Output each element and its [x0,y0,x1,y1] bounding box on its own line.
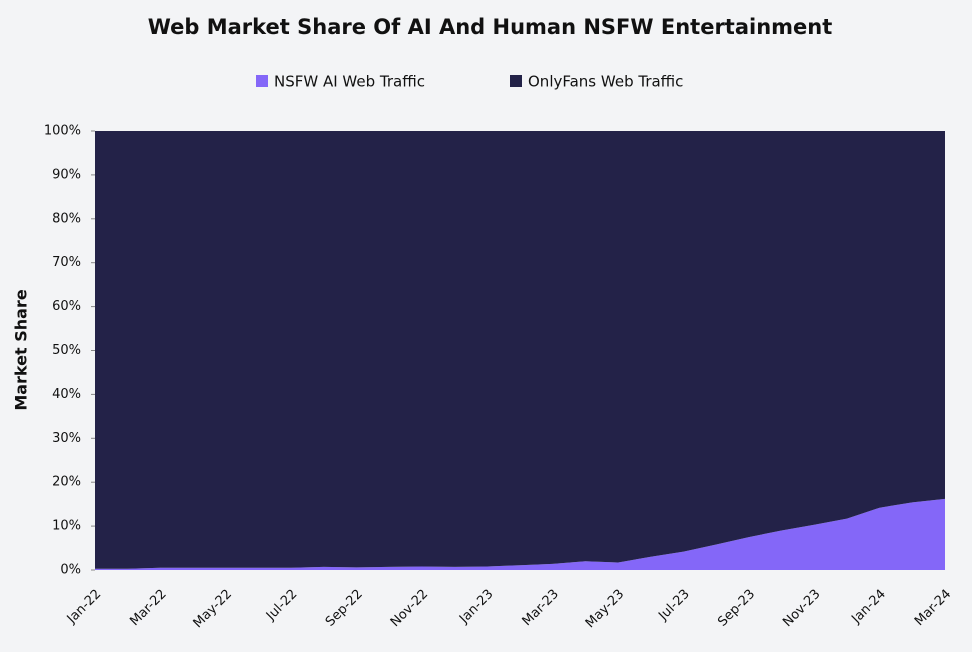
x-tick-label: Jan-24 [848,587,889,628]
y-tick-label: 50% [52,343,81,358]
y-axis-label: Market Share [12,289,31,410]
x-tick-label: Sep-23 [715,587,758,630]
y-tick-label: 20% [52,475,81,490]
legend-swatch [256,75,268,87]
area [95,131,945,569]
y-tick-label: 40% [52,387,81,402]
y-tick-label: 10% [52,519,81,534]
area [95,498,945,570]
x-tick-label: Jul-23 [655,587,692,624]
y-tick-label: 90% [52,167,81,182]
y-tick-label: 60% [52,299,81,314]
x-tick-label: May-22 [191,587,235,631]
x-tick-label: Mar-23 [520,587,562,629]
x-tick-label: Mar-24 [912,587,954,629]
y-tick-label: 100% [44,124,81,139]
y-tick-label: 30% [52,431,81,446]
x-tick-label: Jul-22 [263,587,300,624]
y-tick-label: 70% [52,255,81,270]
x-tick-label: May-23 [583,587,627,631]
legend-swatch [510,75,522,87]
x-tick-label: Sep-22 [323,587,366,630]
chart-title: Web Market Share Of AI And Human NSFW En… [148,15,833,39]
x-tick-label: Jan-22 [64,587,105,628]
legend-label: OnlyFans Web Traffic [528,73,683,91]
y-tick-label: 80% [52,211,81,226]
x-tick-label: Jan-23 [456,587,497,628]
x-tick-label: Nov-23 [780,587,823,630]
legend-label: NSFW AI Web Traffic [274,73,425,91]
x-tick-label: Nov-22 [388,587,431,630]
y-tick-label: 0% [60,563,81,578]
x-tick-label: Mar-22 [127,587,169,629]
